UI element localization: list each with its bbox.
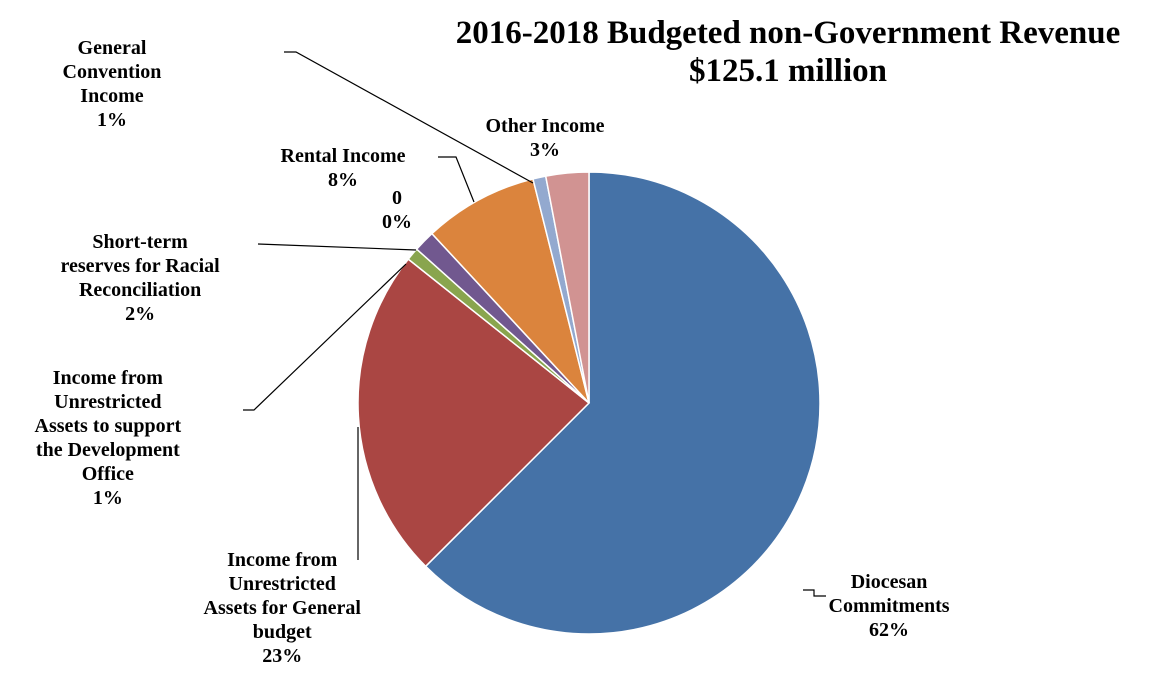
- leader-line-income-from-unrestricted-assets-to-support-the-development-office-2: [243, 263, 407, 411]
- slice-percent-label: 1%: [92, 487, 123, 509]
- slice-percent-label: 0%: [382, 211, 412, 233]
- slice-label-line: Office: [81, 463, 134, 485]
- pie-slice-rental-income-5: [430, 177, 590, 404]
- slice-label-0-4: 0 0%: [382, 186, 412, 234]
- slice-label-income-from-unrestricted-assets-for-general-budget-1: Income from Unrestricted Assets for Genera…: [204, 548, 361, 668]
- slice-label-line: Reconciliation: [78, 279, 202, 301]
- slice-label-line: Assets to support: [34, 415, 182, 437]
- slice-label-line: Other Income: [485, 115, 605, 137]
- slice-label-line: Rental Income: [280, 145, 406, 167]
- slice-label-income-from-unrestricted-assets-to-support-the-development-office-2: Income from Unrestricted Assets to support…: [35, 366, 182, 510]
- slice-label-line: 0: [392, 187, 402, 209]
- slice-percent-label: 1%: [96, 109, 127, 131]
- slice-label-line: Unrestricted: [54, 391, 162, 413]
- slice-label-other-income-7: Other Income 3%: [486, 114, 605, 162]
- slice-label-line: Income from: [227, 549, 338, 571]
- slice-label-rental-income-5: Rental Income 8%: [281, 144, 406, 192]
- slice-label-line: budget: [252, 621, 312, 643]
- slice-percent-label: 3%: [530, 139, 561, 161]
- slice-label-short-term-reserves-for-racial-reconciliation-3: Short-term reserves for Racial Reconciliat…: [61, 230, 220, 326]
- leader-line-short-term-reserves-for-racial-reconciliation-3: [257, 243, 417, 251]
- slice-label-line: reserves for Racial: [60, 255, 220, 277]
- slice-percent-label: 62%: [869, 619, 910, 641]
- slice-label-general-convention-income-6: General Convention Income 1%: [63, 36, 162, 132]
- slice-label-line: Income: [80, 85, 144, 107]
- slice-label-diocesan-commitments-0: Diocesan Commitments 62%: [829, 570, 950, 642]
- leader-line-diocesan-commitments-0: [803, 589, 826, 597]
- slice-label-line: Convention: [62, 61, 162, 83]
- slice-percent-label: 2%: [125, 303, 156, 325]
- pie-slice-diocesan-commitments-0: [424, 171, 821, 635]
- leader-lines: [243, 51, 826, 597]
- slice-label-line: the Development: [35, 439, 180, 461]
- slice-label-line: General: [77, 37, 147, 59]
- pie-slice-income-from-unrestricted-assets-for-general-budget-1: [357, 258, 591, 568]
- slice-percent-label: 23%: [262, 645, 303, 667]
- slice-percent-label: 8%: [327, 169, 358, 191]
- chart-subtitle: $125.1 million: [688, 53, 888, 89]
- slice-label-line: Assets for General: [203, 597, 361, 619]
- slice-label-line: Short-term: [92, 231, 188, 253]
- pie-slice-other-income-7: [544, 171, 590, 404]
- chart-title: 2016-2018 Budgeted non-Government Revenu…: [400, 14, 1176, 90]
- slice-label-line: Unrestricted: [228, 573, 336, 595]
- leader-line-general-convention-income-6: [284, 51, 534, 184]
- pie-slices: [357, 171, 821, 635]
- slice-label-line: Diocesan: [850, 571, 928, 593]
- chart-title-main: 2016-2018 Budgeted non-Government Revenu…: [455, 15, 1121, 51]
- leader-line-rental-income-5: [438, 156, 475, 203]
- slice-label-line: Income from: [52, 367, 163, 389]
- slice-label-line: Commitments: [828, 595, 950, 617]
